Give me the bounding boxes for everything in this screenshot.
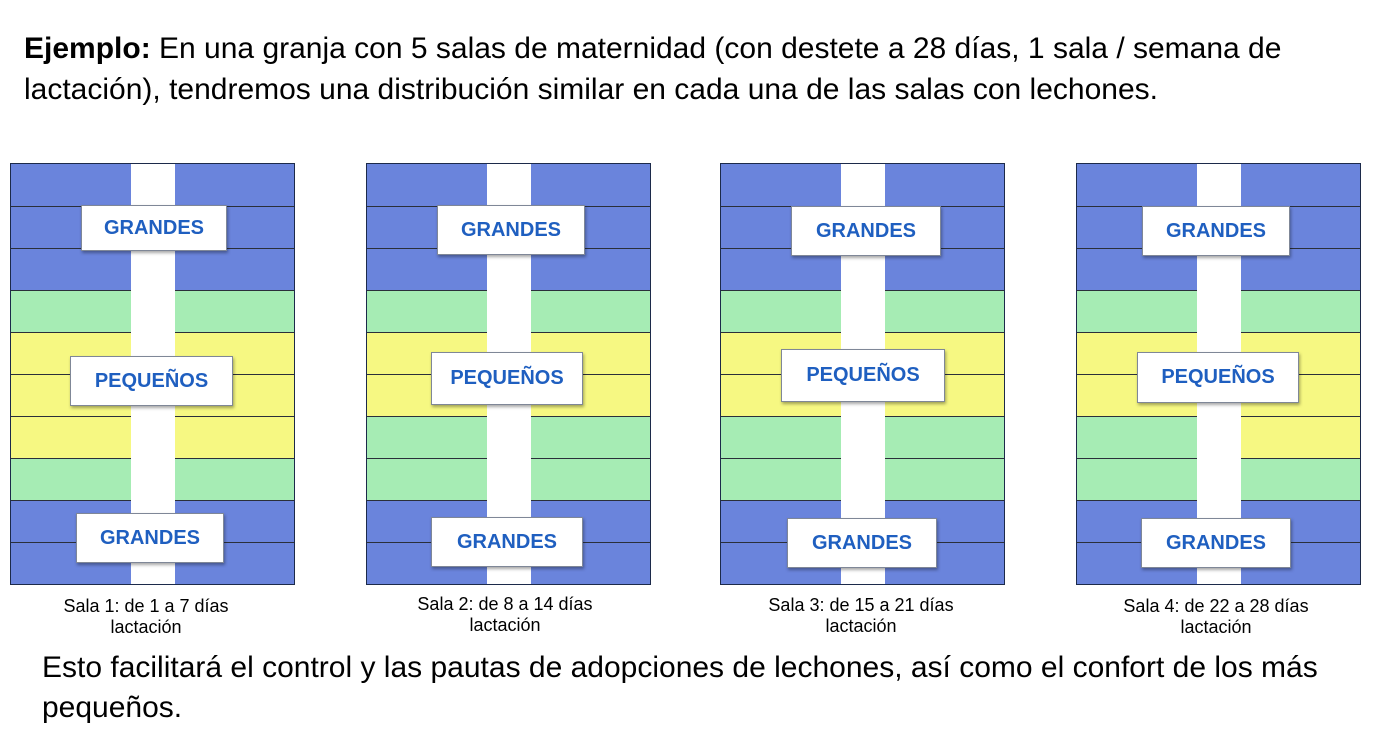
pen-right-4-transition <box>531 290 650 332</box>
pen-left-7-transition <box>367 416 487 458</box>
label-grandes-top: GRANDES <box>791 206 941 256</box>
pen-right-8-transition <box>885 458 1004 500</box>
caption-line-1: Sala 2: de 8 a 14 días <box>417 594 593 614</box>
label-pequenos: PEQUEÑOS <box>70 356 233 406</box>
pen-right-8-transition <box>1241 458 1360 500</box>
pen-right-1-grandes <box>1241 164 1360 206</box>
label-grandes-bottom: GRANDES <box>76 513 224 563</box>
caption-line-2: lactación <box>825 616 897 636</box>
pen-left-8-transition <box>1077 458 1197 500</box>
caption-line-2: lactación <box>110 617 182 637</box>
label-pequenos: PEQUEÑOS <box>431 352 583 405</box>
room-caption-1: Sala 1: de 1 a 7 días lactación <box>0 596 296 638</box>
label-grandes-top: GRANDES <box>1142 206 1290 256</box>
caption-line-2: lactación <box>469 615 541 635</box>
pen-right-3-grandes <box>175 248 294 290</box>
pen-left-8-transition <box>721 458 841 500</box>
pen-right-8-transition <box>175 458 294 500</box>
conclusion-paragraph: Esto facilitará el control y las pautas … <box>42 651 1318 724</box>
pen-left-3-grandes <box>11 248 131 290</box>
label-grandes-bottom: GRANDES <box>431 517 583 567</box>
pen-left-8-transition <box>367 458 487 500</box>
label-pequenos: PEQUEÑOS <box>1137 352 1299 403</box>
intro-lead: Ejemplo: <box>24 32 151 65</box>
pen-right-1-grandes <box>175 164 294 206</box>
caption-line-1: Sala 3: de 15 a 21 días <box>768 595 954 615</box>
label-grandes-bottom: GRANDES <box>1141 518 1291 568</box>
pen-right-1-grandes <box>531 164 650 206</box>
pen-right-4-transition <box>1241 290 1360 332</box>
pen-right-1-grandes <box>885 164 1004 206</box>
label-grandes-bottom: GRANDES <box>787 518 937 568</box>
pen-left-4-transition <box>721 290 841 332</box>
room-caption-3: Sala 3: de 15 a 21 días lactación <box>711 595 1011 637</box>
room-caption-4: Sala 4: de 22 a 28 días lactación <box>1066 596 1366 638</box>
pen-right-7-transition <box>885 416 1004 458</box>
intro-text: En una granja con 5 salas de maternidad … <box>24 32 1282 106</box>
pen-left-4-transition <box>367 290 487 332</box>
caption-line-1: Sala 1: de 1 a 7 días <box>63 596 229 616</box>
label-pequenos: PEQUEÑOS <box>781 349 945 402</box>
pen-left-4-transition <box>11 290 131 332</box>
room-diagram-3: GRANDES PEQUEÑOS GRANDES <box>720 163 1005 585</box>
pen-left-7-transition <box>721 416 841 458</box>
room-caption-2: Sala 2: de 8 a 14 días lactación <box>355 594 655 636</box>
caption-line-1: Sala 4: de 22 a 28 días <box>1123 596 1309 616</box>
room-diagram-4: GRANDES PEQUEÑOS GRANDES <box>1076 163 1361 585</box>
pen-left-1-grandes <box>11 164 131 206</box>
room-diagram-1: GRANDES PEQUEÑOS GRANDES <box>10 163 295 585</box>
label-grandes-top: GRANDES <box>81 205 227 251</box>
pen-left-1-grandes <box>367 164 487 206</box>
label-grandes-top: GRANDES <box>437 205 585 255</box>
pen-left-1-grandes <box>721 164 841 206</box>
pen-left-4-transition <box>1077 290 1197 332</box>
pen-left-7-transition <box>1077 416 1197 458</box>
pen-right-8-transition <box>531 458 650 500</box>
pen-left-1-grandes <box>1077 164 1197 206</box>
pen-left-7-pequenos <box>11 416 131 458</box>
pen-right-7-transition <box>531 416 650 458</box>
caption-line-2: lactación <box>1180 617 1252 637</box>
pen-left-3-grandes <box>367 248 487 290</box>
pen-right-4-transition <box>175 290 294 332</box>
pen-right-7-pequenos <box>1241 416 1360 458</box>
room-diagram-2: GRANDES PEQUEÑOS GRANDES <box>366 163 651 585</box>
pen-left-8-transition <box>11 458 131 500</box>
pen-right-4-transition <box>885 290 1004 332</box>
pen-right-3-grandes <box>531 248 650 290</box>
intro-paragraph: Ejemplo: En una granja con 5 salas de ma… <box>24 28 1344 110</box>
pen-right-7-pequenos <box>175 416 294 458</box>
